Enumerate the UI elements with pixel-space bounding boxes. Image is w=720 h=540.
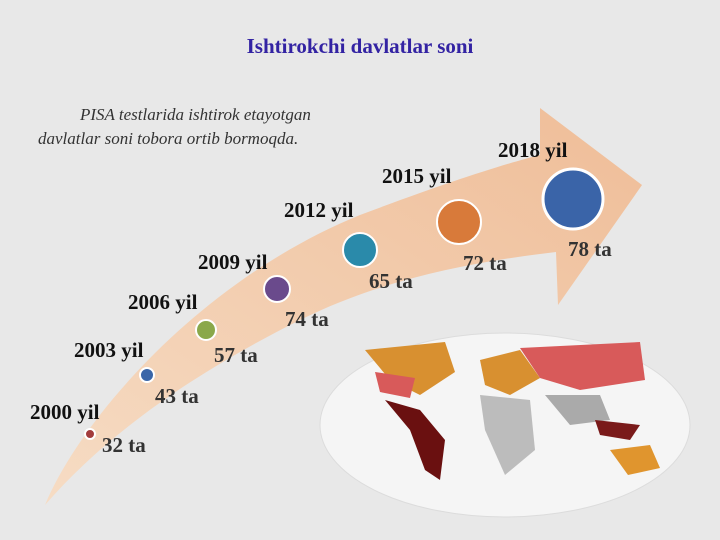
milestone-count: 72 ta xyxy=(463,251,507,275)
milestone-year: 2012 yil xyxy=(284,198,354,222)
subtitle-line: davlatlar soni tobora ortib bormoqda. xyxy=(38,129,298,148)
subtitle-line: PISA testlarida ishtirok etayotgan xyxy=(79,105,311,124)
milestone-dot xyxy=(263,275,291,303)
title: Ishtirokchi davlatlar soni xyxy=(247,34,474,58)
milestone-year: 2009 yil xyxy=(198,250,268,274)
milestone-dot xyxy=(139,367,155,383)
milestone-year: 2006 yil xyxy=(128,290,198,314)
milestone-dot xyxy=(195,319,217,341)
milestone-count: 74 ta xyxy=(285,307,329,331)
milestone-year: 2003 yil xyxy=(74,338,144,362)
milestone-count: 57 ta xyxy=(214,343,258,367)
arrow xyxy=(45,108,642,505)
milestone-count: 78 ta xyxy=(568,237,612,261)
milestone-dot xyxy=(342,232,378,268)
milestone-count: 65 ta xyxy=(369,269,413,293)
milestone-count: 32 ta xyxy=(102,433,146,457)
milestone-year: 2015 yil xyxy=(382,164,452,188)
milestone-year: 2018 yil xyxy=(498,138,568,162)
milestone-dot xyxy=(436,199,482,245)
milestone-dot xyxy=(541,167,605,231)
milestone-dot xyxy=(84,428,96,440)
milestone-year: 2000 yil xyxy=(30,400,100,424)
milestone-count: 43 ta xyxy=(155,384,199,408)
world-map xyxy=(319,332,691,518)
